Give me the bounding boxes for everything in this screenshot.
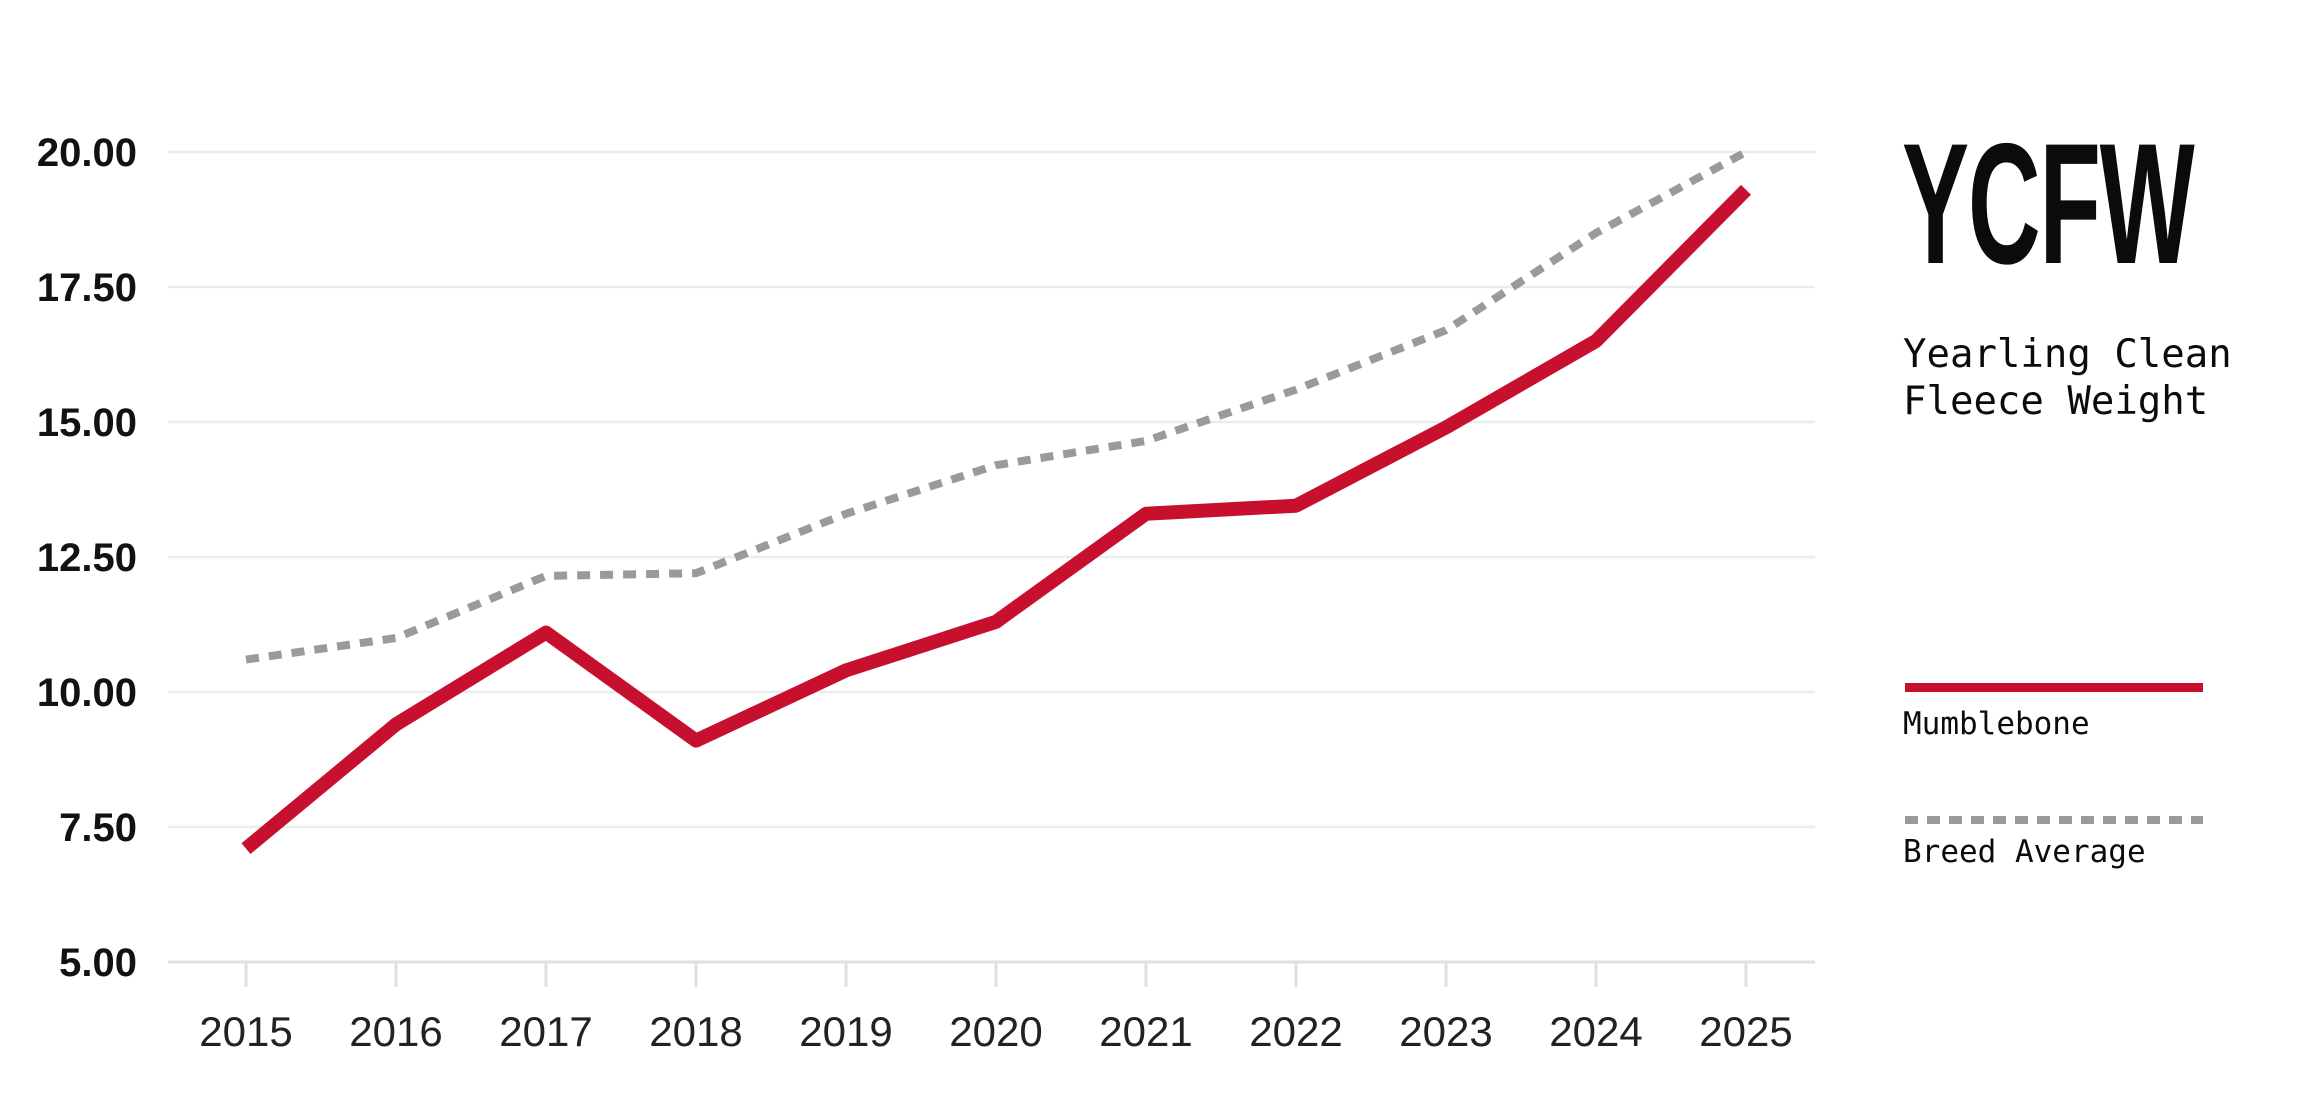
y-tick-label-7.50: 7.50 [59,806,137,850]
y-tick-label-10.00: 10.00 [37,671,137,715]
breed-average-line [245,148,1748,664]
y-tick-label-17.50: 17.50 [37,266,137,310]
x-tick-label-2015: 2015 [199,1008,292,1055]
legend-label-mumblebone: Mumblebone [1903,706,2090,742]
subtitle-line-2: Fleece Weight [1903,379,2209,424]
mumblebone-line [241,184,1751,854]
y-tick-label-15.00: 15.00 [37,401,137,445]
page-title: YCFW [1902,108,2195,300]
x-tick-label-2017: 2017 [499,1008,592,1055]
y-tick-label-5.00: 5.00 [59,941,137,985]
legend-label-breed-average: Breed Average [1903,834,2146,870]
x-tick-label-2020: 2020 [949,1008,1042,1055]
x-tick-label-2023: 2023 [1399,1008,1492,1055]
x-tick-label-2025: 2025 [1699,1008,1792,1055]
x-tick-label-2021: 2021 [1099,1008,1192,1055]
x-tick-label-2019: 2019 [799,1008,892,1055]
subtitle-line-1: Yearling Clean [1903,332,2232,377]
legend-swatch-mumblebone [1905,683,2203,692]
x-tick-label-2022: 2022 [1249,1008,1342,1055]
legend-swatch-breed-average [1905,816,2203,824]
x-tick-label-2016: 2016 [349,1008,442,1055]
y-tick-label-12.50: 12.50 [37,536,137,580]
x-tick-label-2018: 2018 [649,1008,742,1055]
x-tick-label-2024: 2024 [1549,1008,1642,1055]
y-tick-label-20.00: 20.00 [37,131,137,175]
chart-subtitle: Yearling Clean Fleece Weight [1903,331,2232,425]
